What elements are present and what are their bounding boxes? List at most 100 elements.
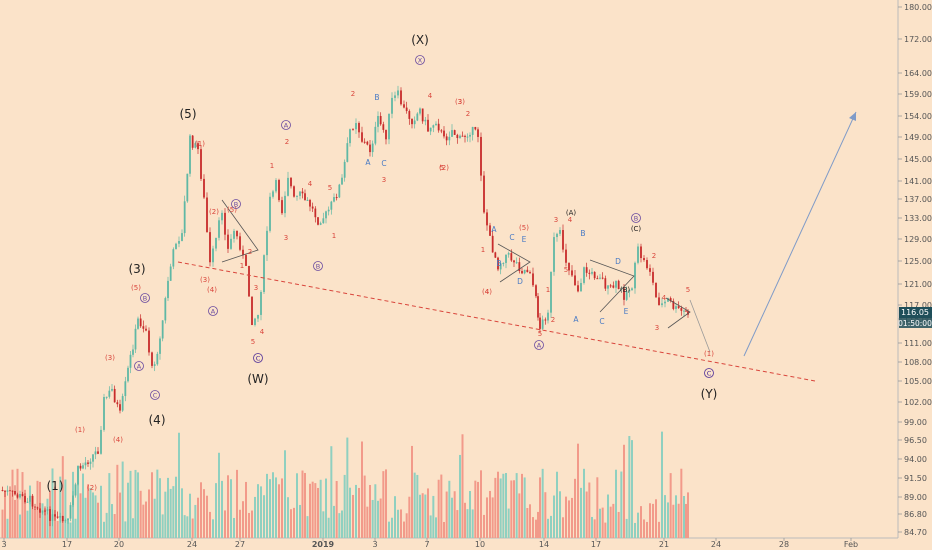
candle-body	[139, 318, 142, 327]
candle-body	[408, 111, 411, 119]
volume-bar	[559, 491, 561, 538]
candle-body	[440, 130, 443, 132]
volume-bar	[677, 503, 680, 538]
candle-body	[296, 195, 298, 197]
volume-bar	[379, 498, 382, 538]
candle-body	[588, 272, 591, 274]
wave-label: 4	[662, 294, 667, 302]
candle-body	[194, 143, 197, 148]
wave-label: C	[381, 159, 386, 168]
volume-bar	[685, 503, 687, 538]
price-axis-label: 89.00	[904, 493, 927, 502]
volume-bar	[471, 509, 474, 538]
volume-bar	[44, 508, 46, 538]
volume-bar	[306, 516, 309, 538]
volume-bar	[287, 497, 289, 538]
volume-bar	[429, 515, 432, 538]
candle-body	[183, 201, 186, 234]
price-axis-label: 117.00	[904, 301, 932, 310]
volume-bar	[565, 496, 567, 538]
time-axis-label: 20	[114, 540, 124, 549]
volume-bar	[100, 485, 102, 538]
volume-bar	[56, 520, 59, 538]
wave-label: (1)	[195, 140, 205, 148]
last-price-value: 116.05	[901, 308, 929, 317]
candle-body	[371, 143, 374, 153]
volume-bar	[218, 452, 220, 538]
price-axis: 180.00 172.00 164.00 159.00 154.00 149.00 145.…	[898, 3, 932, 537]
volume-bar	[515, 473, 518, 538]
volume-bar	[215, 483, 217, 538]
volume-bar	[87, 484, 89, 538]
candle-body	[322, 218, 325, 224]
candle-body	[523, 269, 526, 274]
price-axis-label: 84.70	[904, 528, 927, 537]
volume-bar	[640, 506, 642, 538]
wave-circle	[134, 361, 144, 371]
candle-body	[260, 291, 262, 315]
candle-body	[89, 461, 92, 464]
volume-bar	[209, 511, 211, 538]
candle-body	[9, 490, 11, 492]
candle-body	[374, 126, 377, 144]
volume-bar	[221, 480, 223, 538]
candle-body	[64, 520, 67, 522]
volume-bar	[529, 504, 531, 538]
volume-bar	[183, 515, 186, 538]
volume-bar	[374, 484, 377, 538]
volume-bar	[245, 481, 247, 538]
wave-circle	[231, 199, 241, 209]
wave-label: 3	[458, 98, 462, 106]
candle-body	[105, 396, 108, 398]
candle-body	[562, 230, 564, 250]
volume-bar	[680, 468, 683, 538]
projection-leg	[689, 299, 711, 353]
candle-body	[631, 288, 633, 290]
candle-body	[230, 238, 232, 249]
candle-body	[483, 175, 485, 213]
candle-body	[499, 263, 502, 270]
volume-bar	[137, 472, 139, 538]
volume-bar	[34, 508, 36, 538]
wave-label: 2	[351, 90, 355, 98]
candle-body	[197, 143, 199, 150]
volume-bar	[577, 443, 579, 538]
candle-body	[565, 249, 567, 263]
bar-countdown-value: 01:50:00	[898, 319, 932, 328]
candle-body	[477, 129, 479, 137]
wave-label: 1	[332, 232, 336, 240]
wave-label: 1	[546, 286, 550, 294]
volume-bar	[272, 472, 274, 538]
volume-bar	[424, 494, 427, 538]
price-axis-label: 180.00	[904, 3, 932, 12]
projection-arrowhead	[849, 112, 856, 121]
volume-bar	[172, 486, 175, 538]
candle-body	[521, 271, 523, 274]
price-axis-label: 96.50	[904, 436, 927, 445]
volume-bar	[550, 515, 552, 538]
volume-bar	[568, 500, 570, 538]
candle-body	[137, 318, 139, 329]
volume-bar	[203, 489, 205, 538]
triangle-pattern-3	[589, 259, 635, 313]
volume-bar	[669, 473, 672, 538]
candle-body	[456, 134, 459, 139]
wave-label: 4	[568, 216, 573, 224]
wave-label: 4	[428, 92, 433, 100]
candle-body	[11, 490, 14, 492]
volume-bar	[544, 492, 547, 538]
volume-bar	[537, 511, 539, 538]
candle-body	[134, 328, 137, 350]
candle-body	[623, 288, 625, 300]
volume-bar	[448, 480, 451, 538]
candle-body	[257, 314, 259, 319]
volume-bar	[553, 495, 555, 538]
volume-bar	[230, 479, 232, 538]
volume-bar	[526, 508, 529, 538]
candle-body	[69, 505, 72, 519]
volume-bar	[652, 503, 654, 538]
volume-bar	[432, 495, 435, 538]
volume-bar	[69, 522, 72, 538]
volume-bar	[419, 494, 421, 538]
